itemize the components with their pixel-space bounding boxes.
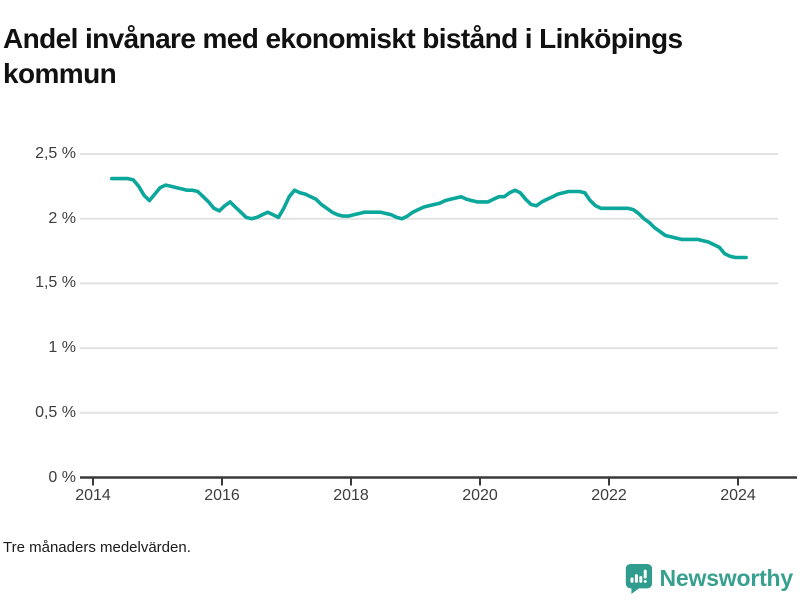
y-axis-tick-label: 0,5 %	[35, 403, 76, 421]
x-axis-tick-label: 2014	[75, 487, 111, 504]
newsworthy-logo: Newsworthy	[623, 562, 793, 594]
bar-chart-speech-bubble-icon	[625, 563, 652, 594]
x-axis-tick-label: 2020	[462, 487, 498, 504]
chart-footnote: Tre månaders medelvärden.	[3, 539, 191, 556]
y-axis-tick-label: 2,5 %	[35, 145, 76, 162]
y-axis-tick-label: 1,5 %	[35, 274, 76, 292]
page-title: Andel invånare med ekonomiskt bistånd i …	[3, 22, 683, 89]
x-axis-tick-label: 2022	[591, 487, 627, 504]
x-axis-tick-label: 2024	[720, 487, 756, 504]
y-axis-tick-label: 2 %	[48, 209, 76, 227]
data-line-series	[110, 176, 748, 260]
y-axis-tick-label: 1 %	[48, 339, 76, 357]
y-axis-tick-label: 0 %	[48, 468, 76, 486]
x-axis-tick-label: 2018	[333, 487, 369, 504]
x-axis-tick-label: 2016	[204, 487, 240, 504]
newsworthy-wordmark: Newsworthy	[659, 564, 794, 591]
